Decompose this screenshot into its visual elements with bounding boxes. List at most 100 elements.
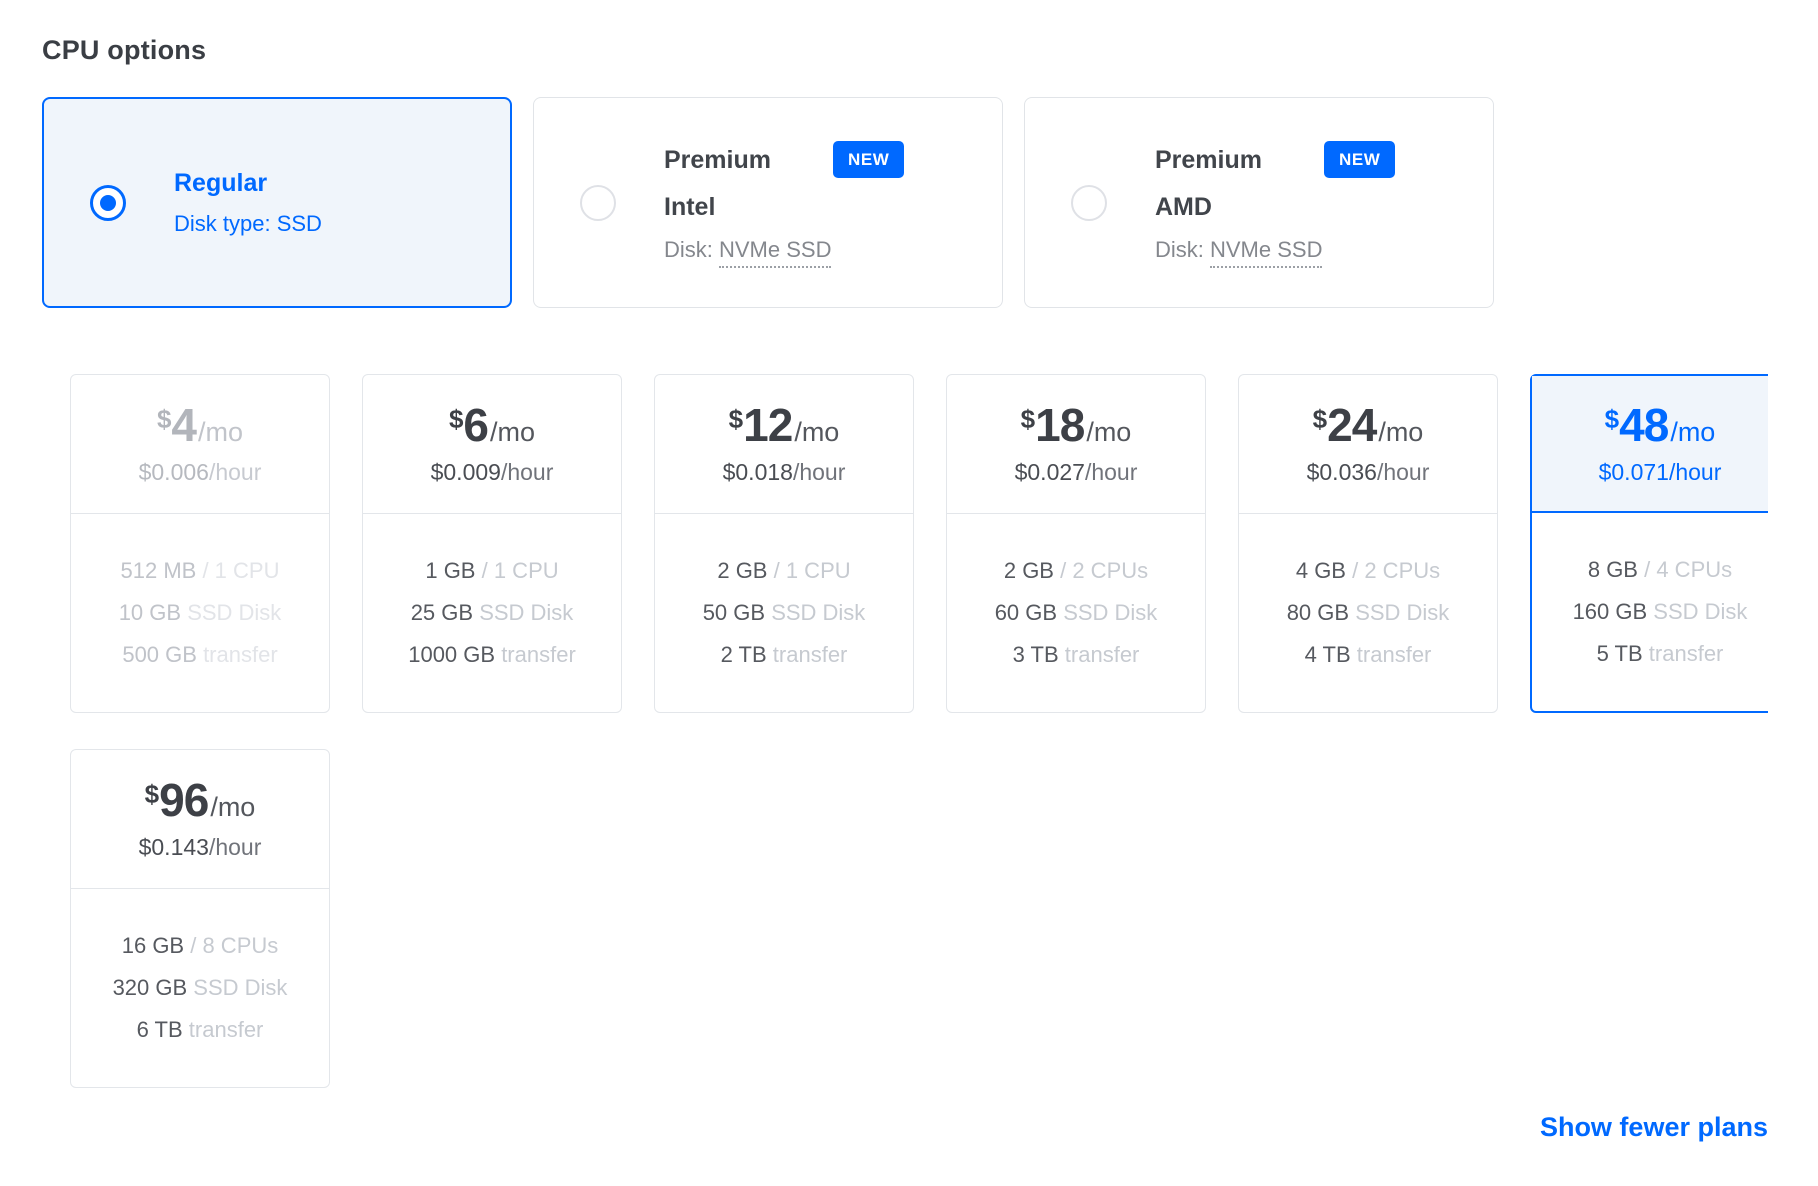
spec-value: 160 GB bbox=[1572, 599, 1648, 624]
plan-monthly-price: $48/mo bbox=[1605, 402, 1716, 448]
spec-value: 80 GB bbox=[1286, 600, 1350, 625]
spec-value: 3 TB bbox=[1012, 642, 1059, 667]
spec-unit: / 1 CPU bbox=[202, 558, 280, 583]
hourly-period: /hour bbox=[208, 459, 262, 485]
plan-hourly-price: $0.009/hour bbox=[431, 459, 554, 486]
radio-checked-icon[interactable] bbox=[90, 184, 126, 221]
disk-type-tooltip-term[interactable]: NVMe SSD bbox=[719, 237, 832, 268]
plan-specs: 1 GB / 1 CPU 25 GB SSD Disk 1000 GB tran… bbox=[363, 514, 621, 676]
plan-monthly-price: $4/mo bbox=[157, 402, 243, 448]
spec-value: 1000 GB bbox=[408, 642, 496, 667]
currency-symbol: $ bbox=[728, 404, 744, 434]
spec-unit: SSD Disk bbox=[1355, 600, 1450, 625]
plan-spec-memory: 2 GB / 2 CPUs bbox=[947, 550, 1205, 592]
radio-dot bbox=[100, 194, 116, 211]
plan-hourly-price: $0.027/hour bbox=[1015, 459, 1138, 486]
price-period: /mo bbox=[1670, 416, 1716, 447]
price-period: /mo bbox=[794, 417, 840, 447]
spec-unit: SSD Disk bbox=[1063, 600, 1158, 625]
plan-price-header: $12/mo $0.018/hour bbox=[655, 375, 913, 514]
plan-hourly-price: $0.018/hour bbox=[723, 459, 846, 486]
plan-monthly-price: $18/mo bbox=[1021, 402, 1132, 448]
cpu-option-regular[interactable]: Regular Disk type: SSD bbox=[42, 97, 512, 308]
spec-value: 25 GB bbox=[410, 600, 474, 625]
plan-spec-memory: 4 GB / 2 CPUs bbox=[1239, 550, 1497, 592]
plan-card-6[interactable]: $6/mo $0.009/hour 1 GB / 1 CPU 25 GB SSD… bbox=[362, 374, 622, 713]
spec-unit: SSD Disk bbox=[479, 600, 574, 625]
plan-specs: 512 MB / 1 CPU 10 GB SSD Disk 500 GB tra… bbox=[71, 514, 329, 676]
spec-unit: / 1 CPU bbox=[481, 558, 559, 583]
cpu-option-regular-info: Regular Disk type: SSD bbox=[174, 167, 322, 238]
radio-unchecked-icon[interactable] bbox=[580, 184, 616, 221]
plan-specs: 8 GB / 4 CPUs 160 GB SSD Disk 5 TB trans… bbox=[1532, 513, 1768, 675]
currency-symbol: $ bbox=[1604, 403, 1620, 434]
cpu-option-brand: Intel bbox=[664, 193, 716, 221]
disk-type-tooltip-term[interactable]: NVMe SSD bbox=[1210, 237, 1323, 268]
spec-value: 16 GB bbox=[121, 933, 185, 958]
spec-unit: / 4 CPUs bbox=[1644, 557, 1733, 582]
spec-value: 2 GB bbox=[1003, 558, 1054, 583]
price-amount: 18 bbox=[1035, 399, 1085, 451]
plan-price-header: $24/mo $0.036/hour bbox=[1239, 375, 1497, 514]
disk-type-label: Disk: NVMe SSD bbox=[664, 236, 904, 268]
price-period: /mo bbox=[198, 417, 244, 447]
plan-card-48[interactable]: $48/mo $0.071/hour 8 GB / 4 CPUs 160 GB … bbox=[1530, 374, 1768, 713]
price-period: /mo bbox=[490, 417, 536, 447]
spec-unit: transfer bbox=[188, 1017, 264, 1042]
cpu-option-title: Premium bbox=[1155, 145, 1262, 174]
plan-spec-transfer: 4 TB transfer bbox=[1239, 634, 1497, 676]
hourly-period: /hour bbox=[792, 459, 846, 485]
spec-value: 50 GB bbox=[702, 600, 766, 625]
plan-card-12[interactable]: $12/mo $0.018/hour 2 GB / 1 CPU 50 GB SS… bbox=[654, 374, 914, 713]
plan-card-24[interactable]: $24/mo $0.036/hour 4 GB / 2 CPUs 80 GB S… bbox=[1238, 374, 1498, 713]
new-badge: NEW bbox=[1323, 141, 1396, 178]
spec-unit: SSD Disk bbox=[771, 600, 866, 625]
plan-monthly-price: $12/mo bbox=[729, 402, 840, 448]
show-fewer-plans-link[interactable]: Show fewer plans bbox=[1539, 1112, 1768, 1142]
plan-specs: 2 GB / 1 CPU 50 GB SSD Disk 2 TB transfe… bbox=[655, 514, 913, 676]
plan-spec-transfer: 5 TB transfer bbox=[1532, 633, 1768, 675]
price-amount: 6 bbox=[463, 399, 489, 451]
plan-spec-disk: 50 GB SSD Disk bbox=[655, 592, 913, 634]
plans-grid-viewport: $4/mo $0.006/hour 512 MB / 1 CPU 10 GB S… bbox=[70, 374, 1768, 713]
disk-type-label: Disk: NVMe SSD bbox=[1155, 236, 1395, 268]
spec-value: 6 TB bbox=[136, 1017, 183, 1042]
plan-card-96[interactable]: $96/mo $0.143/hour 16 GB / 8 CPUs 320 GB… bbox=[70, 749, 330, 1088]
radio-unchecked-icon[interactable] bbox=[1071, 184, 1107, 221]
spec-unit: SSD Disk bbox=[1653, 599, 1748, 624]
plan-spec-memory: 1 GB / 1 CPU bbox=[363, 550, 621, 592]
spec-unit: / 2 CPUs bbox=[1352, 558, 1441, 583]
plan-card-4[interactable]: $4/mo $0.006/hour 512 MB / 1 CPU 10 GB S… bbox=[70, 374, 330, 713]
spec-unit: transfer bbox=[1648, 641, 1724, 666]
spec-value: 500 GB bbox=[122, 642, 197, 667]
hourly-period: /hour bbox=[208, 834, 262, 860]
spec-unit: / 2 CPUs bbox=[1060, 558, 1149, 583]
spec-value: 5 TB bbox=[1596, 641, 1643, 666]
currency-symbol: $ bbox=[144, 779, 160, 809]
spec-unit: SSD Disk bbox=[193, 975, 288, 1000]
hourly-amount: $0.009 bbox=[430, 459, 501, 485]
plan-specs: 2 GB / 2 CPUs 60 GB SSD Disk 3 TB transf… bbox=[947, 514, 1205, 676]
plan-price-header: $4/mo $0.006/hour bbox=[71, 375, 329, 514]
hourly-amount: $0.027 bbox=[1014, 459, 1085, 485]
spec-value: 4 GB bbox=[1295, 558, 1346, 583]
spec-value: 1 GB bbox=[425, 558, 476, 583]
plan-spec-memory: 8 GB / 4 CPUs bbox=[1532, 549, 1768, 591]
plan-spec-disk: 320 GB SSD Disk bbox=[71, 967, 329, 1009]
cpu-option-premium-amd[interactable]: Premium NEW AMD Disk: NVMe SSD bbox=[1024, 97, 1494, 308]
spec-value: 320 GB bbox=[112, 975, 188, 1000]
plan-price-header: $18/mo $0.027/hour bbox=[947, 375, 1205, 514]
plan-specs: 16 GB / 8 CPUs 320 GB SSD Disk 6 TB tran… bbox=[71, 889, 329, 1051]
plan-price-header: $6/mo $0.009/hour bbox=[363, 375, 621, 514]
plan-spec-memory: 512 MB / 1 CPU bbox=[71, 550, 329, 592]
price-period: /mo bbox=[1086, 417, 1132, 447]
spec-value: 8 GB bbox=[1587, 557, 1638, 582]
spec-value: 4 TB bbox=[1304, 642, 1351, 667]
plan-spec-disk: 25 GB SSD Disk bbox=[363, 592, 621, 634]
cpu-option-premium-intel[interactable]: Premium NEW Intel Disk: NVMe SSD bbox=[533, 97, 1003, 308]
plan-hourly-price: $0.036/hour bbox=[1307, 459, 1430, 486]
plan-card-18[interactable]: $18/mo $0.027/hour 2 GB / 2 CPUs 60 GB S… bbox=[946, 374, 1206, 713]
cpu-option-subtitle: Disk type: SSD bbox=[174, 211, 322, 236]
plans-row-2: $96/mo $0.143/hour 16 GB / 8 CPUs 320 GB… bbox=[70, 749, 1818, 1088]
plan-hourly-price: $0.143/hour bbox=[139, 834, 262, 861]
